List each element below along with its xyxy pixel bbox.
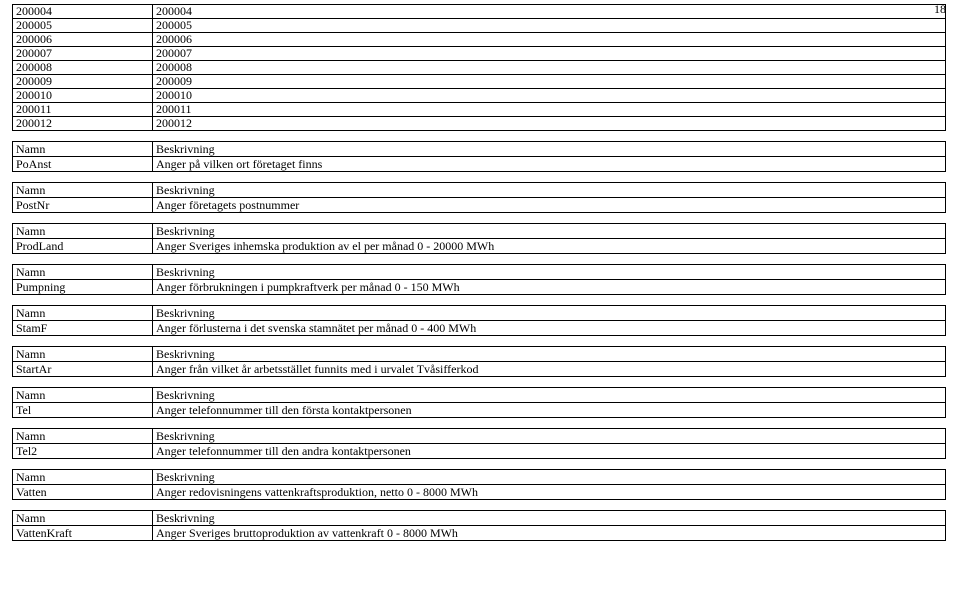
definition-header-row: NamnBeskrivning	[12, 428, 946, 443]
table-row: 200005200005	[13, 19, 946, 33]
header-name-label: Namn	[12, 306, 152, 320]
table-row: 200007200007	[13, 47, 946, 61]
header-name-label: Namn	[12, 470, 152, 484]
header-desc-label: Beskrivning	[152, 429, 946, 443]
cell: 200008	[153, 61, 946, 75]
cell: 200007	[153, 47, 946, 61]
cell: 200006	[13, 33, 153, 47]
definition-value-row: PumpningAnger förbrukningen i pumpkraftv…	[12, 279, 946, 295]
definition-desc: Anger Sveriges bruttoproduktion av vatte…	[152, 526, 946, 540]
header-desc-label: Beskrivning	[152, 142, 946, 156]
definition-header-row: NamnBeskrivning	[12, 264, 946, 279]
definition-header-row: NamnBeskrivning	[12, 346, 946, 361]
definition-desc: Anger förlusterna i det svenska stamnäte…	[152, 321, 946, 335]
cell: 200009	[153, 75, 946, 89]
definition-header-row: NamnBeskrivning	[12, 510, 946, 525]
definition-block: NamnBeskrivningVattenAnger redovisningen…	[12, 469, 946, 500]
definition-header-row: NamnBeskrivning	[12, 387, 946, 402]
definition-header-row: NamnBeskrivning	[12, 141, 946, 156]
cell: 200006	[153, 33, 946, 47]
cell: 200009	[13, 75, 153, 89]
definition-desc: Anger telefonnummer till den andra konta…	[152, 444, 946, 458]
definition-header-row: NamnBeskrivning	[12, 469, 946, 484]
definition-block: NamnBeskrivningTel2Anger telefonnummer t…	[12, 428, 946, 459]
cell: 200005	[153, 19, 946, 33]
definition-desc: Anger redovisningens vattenkraftsprodukt…	[152, 485, 946, 499]
header-desc-label: Beskrivning	[152, 470, 946, 484]
definition-desc: Anger företagets postnummer	[152, 198, 946, 212]
cell: 200010	[13, 89, 153, 103]
header-name-label: Namn	[12, 183, 152, 197]
cell: 200012	[153, 117, 946, 131]
definition-value-row: Tel2Anger telefonnummer till den andra k…	[12, 443, 946, 459]
definition-desc: Anger på vilken ort företaget finns	[152, 157, 946, 171]
cell: 200011	[13, 103, 153, 117]
cell: 200011	[153, 103, 946, 117]
header-name-label: Namn	[12, 511, 152, 525]
table-row: 200011200011	[13, 103, 946, 117]
cell: 200004	[13, 5, 153, 19]
header-desc-label: Beskrivning	[152, 224, 946, 238]
page-number: 18	[934, 2, 946, 17]
definition-value-row: VattenAnger redovisningens vattenkraftsp…	[12, 484, 946, 500]
definition-block: NamnBeskrivningStartArAnger från vilket …	[12, 346, 946, 377]
table-row: 200006200006	[13, 33, 946, 47]
numeric-table: 2000042000042000052000052000062000062000…	[12, 4, 946, 131]
cell: 200004	[153, 5, 946, 19]
definition-value-row: StartArAnger från vilket år arbetsställe…	[12, 361, 946, 377]
definition-header-row: NamnBeskrivning	[12, 305, 946, 320]
cell: 200007	[13, 47, 153, 61]
definition-block: NamnBeskrivningStamFAnger förlusterna i …	[12, 305, 946, 336]
definition-desc: Anger förbrukningen i pumpkraftverk per …	[152, 280, 946, 294]
definition-desc: Anger Sveriges inhemska produktion av el…	[152, 239, 946, 253]
definition-value-row: VattenKraftAnger Sveriges bruttoprodukti…	[12, 525, 946, 541]
table-row: 200010200010	[13, 89, 946, 103]
header-desc-label: Beskrivning	[152, 511, 946, 525]
header-name-label: Namn	[12, 224, 152, 238]
definition-name: PoAnst	[12, 157, 152, 171]
cell: 200008	[13, 61, 153, 75]
definition-name: StartAr	[12, 362, 152, 376]
definition-name: ProdLand	[12, 239, 152, 253]
definition-block: NamnBeskrivningPumpningAnger förbrukning…	[12, 264, 946, 295]
definition-value-row: PoAnstAnger på vilken ort företaget finn…	[12, 156, 946, 172]
header-name-label: Namn	[12, 142, 152, 156]
definition-block: NamnBeskrivningTelAnger telefonnummer ti…	[12, 387, 946, 418]
header-name-label: Namn	[12, 429, 152, 443]
table-row: 200012200012	[13, 117, 946, 131]
definition-name: PostNr	[12, 198, 152, 212]
header-desc-label: Beskrivning	[152, 265, 946, 279]
definition-name: Tel	[12, 403, 152, 417]
header-name-label: Namn	[12, 265, 152, 279]
table-row: 200004200004	[13, 5, 946, 19]
definition-value-row: ProdLandAnger Sveriges inhemska produkti…	[12, 238, 946, 254]
header-desc-label: Beskrivning	[152, 388, 946, 402]
definition-name: Tel2	[12, 444, 152, 458]
definition-header-row: NamnBeskrivning	[12, 182, 946, 197]
definition-value-row: StamFAnger förlusterna i det svenska sta…	[12, 320, 946, 336]
header-desc-label: Beskrivning	[152, 306, 946, 320]
definition-block: NamnBeskrivningPoAnstAnger på vilken ort…	[12, 141, 946, 172]
header-desc-label: Beskrivning	[152, 183, 946, 197]
definition-name: Pumpning	[12, 280, 152, 294]
definition-block: NamnBeskrivningProdLandAnger Sveriges in…	[12, 223, 946, 254]
definition-block: NamnBeskrivningVattenKraftAnger Sveriges…	[12, 510, 946, 541]
definition-name: Vatten	[12, 485, 152, 499]
definition-name: VattenKraft	[12, 526, 152, 540]
definition-block: NamnBeskrivningPostNrAnger företagets po…	[12, 182, 946, 213]
definition-desc: Anger telefonnummer till den första kont…	[152, 403, 946, 417]
definition-value-row: PostNrAnger företagets postnummer	[12, 197, 946, 213]
definition-desc: Anger från vilket år arbetsstället funni…	[152, 362, 946, 376]
table-row: 200009200009	[13, 75, 946, 89]
cell: 200010	[153, 89, 946, 103]
definition-header-row: NamnBeskrivning	[12, 223, 946, 238]
header-name-label: Namn	[12, 347, 152, 361]
definition-name: StamF	[12, 321, 152, 335]
header-name-label: Namn	[12, 388, 152, 402]
header-desc-label: Beskrivning	[152, 347, 946, 361]
cell: 200005	[13, 19, 153, 33]
definition-value-row: TelAnger telefonnummer till den första k…	[12, 402, 946, 418]
cell: 200012	[13, 117, 153, 131]
table-row: 200008200008	[13, 61, 946, 75]
